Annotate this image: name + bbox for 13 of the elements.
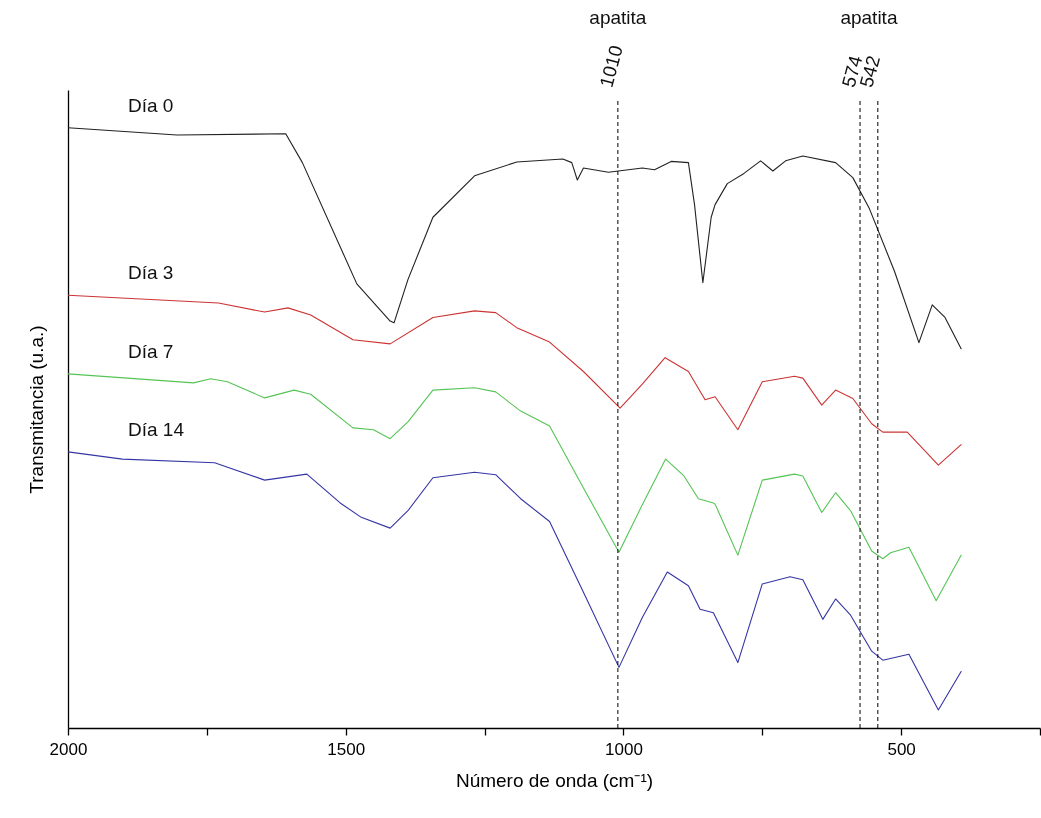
x-tick-label: 2000 xyxy=(49,739,88,759)
text: apatita xyxy=(589,7,647,28)
text: apatita xyxy=(840,7,898,28)
x-tick-label: 1500 xyxy=(327,739,366,759)
series-label: Día 14 xyxy=(128,418,185,440)
x-tick-label: 500 xyxy=(887,739,916,759)
series-label: Día 7 xyxy=(128,340,174,362)
series-label: Día 3 xyxy=(128,262,174,284)
x-axis-title: Número de onda (cm⁻¹) xyxy=(455,769,654,791)
x-tick-label: 1000 xyxy=(605,739,643,759)
series-label: Día 0 xyxy=(128,94,174,116)
y-axis-title: Transmitancia (u.a.) xyxy=(25,325,47,494)
ref-line-label: 1010 xyxy=(595,43,627,90)
